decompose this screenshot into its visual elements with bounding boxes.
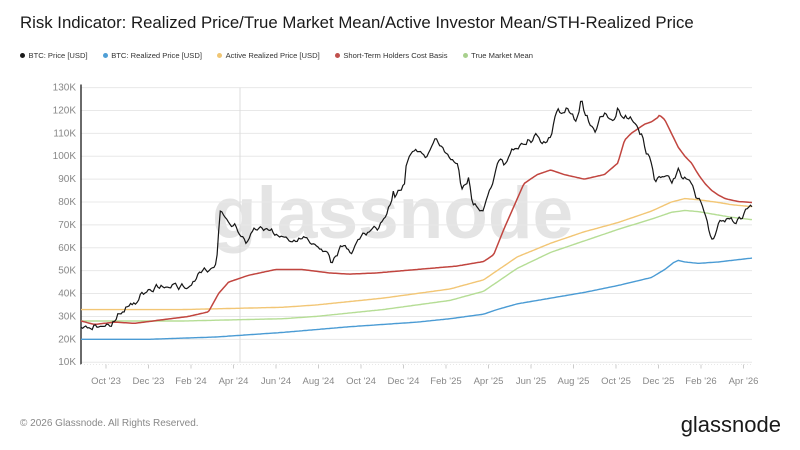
svg-text:Oct '23: Oct '23 bbox=[91, 376, 121, 387]
svg-text:10K: 10K bbox=[58, 357, 76, 368]
svg-text:Jun '25: Jun '25 bbox=[516, 376, 546, 387]
svg-text:Feb '24: Feb '24 bbox=[175, 376, 206, 387]
svg-text:130K: 130K bbox=[53, 83, 77, 94]
svg-text:Dec '24: Dec '24 bbox=[388, 376, 420, 387]
svg-text:Feb '25: Feb '25 bbox=[430, 376, 461, 387]
svg-text:40K: 40K bbox=[58, 289, 76, 300]
svg-text:110K: 110K bbox=[53, 128, 76, 139]
svg-text:Oct '25: Oct '25 bbox=[601, 376, 631, 387]
svg-text:Oct '24: Oct '24 bbox=[346, 376, 376, 387]
svg-text:90K: 90K bbox=[58, 174, 76, 185]
svg-text:70K: 70K bbox=[58, 220, 76, 231]
svg-text:Apr '25: Apr '25 bbox=[474, 376, 504, 387]
svg-text:Apr '24: Apr '24 bbox=[219, 376, 249, 387]
svg-text:60K: 60K bbox=[58, 243, 76, 254]
svg-text:Aug '25: Aug '25 bbox=[558, 376, 590, 387]
svg-text:Apr '26: Apr '26 bbox=[729, 376, 759, 387]
svg-text:Aug '24: Aug '24 bbox=[303, 376, 335, 387]
svg-text:50K: 50K bbox=[58, 266, 76, 277]
svg-text:120K: 120K bbox=[53, 105, 77, 116]
svg-text:100K: 100K bbox=[53, 151, 77, 162]
svg-text:30K: 30K bbox=[58, 311, 76, 322]
svg-text:Dec '23: Dec '23 bbox=[133, 376, 165, 387]
svg-text:80K: 80K bbox=[58, 197, 76, 208]
svg-text:Dec '25: Dec '25 bbox=[643, 376, 675, 387]
svg-text:Feb '26: Feb '26 bbox=[685, 376, 716, 387]
svg-text:Jun '24: Jun '24 bbox=[261, 376, 291, 387]
svg-text:20K: 20K bbox=[58, 334, 76, 345]
